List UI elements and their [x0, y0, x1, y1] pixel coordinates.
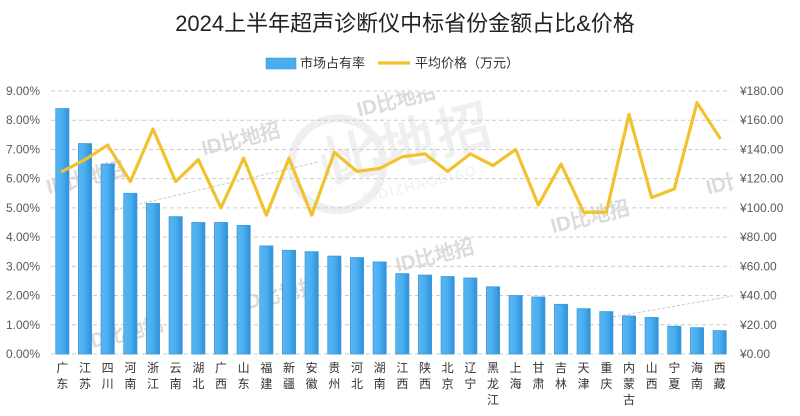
svg-text:浙: 浙 [147, 361, 159, 375]
svg-text:市场占有率: 市场占有率 [300, 56, 365, 71]
svg-text:辽: 辽 [464, 361, 476, 375]
svg-text:湖: 湖 [192, 360, 204, 375]
svg-text:¥180.00: ¥180.00 [739, 84, 784, 98]
svg-text:陕: 陕 [419, 360, 431, 375]
svg-text:肃: 肃 [532, 377, 544, 391]
svg-text:庆: 庆 [600, 377, 612, 391]
svg-text:北: 北 [442, 361, 454, 375]
svg-text:内: 内 [623, 361, 635, 375]
svg-text:0.00%: 0.00% [6, 347, 40, 361]
svg-text:建: 建 [260, 377, 272, 391]
svg-text:¥100.00: ¥100.00 [739, 201, 784, 215]
svg-text:¥80.00: ¥80.00 [739, 230, 777, 244]
svg-text:南: 南 [374, 376, 386, 391]
svg-text:1.00%: 1.00% [6, 318, 40, 332]
svg-text:2024上半年超声诊断仪中标省份金额占比&价格: 2024上半年超声诊断仪中标省份金额占比&价格 [175, 11, 635, 36]
svg-text:山: 山 [646, 361, 658, 375]
svg-text:7.00%: 7.00% [6, 142, 40, 156]
svg-text:海: 海 [510, 376, 522, 391]
svg-text:新: 新 [283, 360, 295, 375]
svg-text:甘: 甘 [532, 361, 544, 375]
svg-text:西: 西 [419, 377, 431, 391]
svg-text:2.00%: 2.00% [6, 289, 40, 303]
svg-text:林: 林 [555, 377, 567, 391]
svg-text:安: 安 [306, 360, 318, 375]
svg-text:广: 广 [56, 361, 68, 375]
svg-text:8.00%: 8.00% [6, 113, 40, 127]
svg-text:西: 西 [646, 377, 658, 391]
svg-text:5.00%: 5.00% [6, 201, 40, 215]
svg-text:东: 东 [238, 377, 250, 391]
svg-text:徽: 徽 [306, 376, 318, 391]
svg-text:¥120.00: ¥120.00 [739, 172, 784, 186]
svg-text:¥40.00: ¥40.00 [739, 289, 777, 303]
svg-text:河: 河 [124, 361, 136, 375]
svg-text:江: 江 [487, 393, 499, 407]
svg-text:川: 川 [102, 377, 114, 391]
svg-text:4.00%: 4.00% [6, 230, 40, 244]
svg-text:江: 江 [147, 377, 159, 391]
svg-text:黑: 黑 [487, 361, 499, 375]
svg-text:3.00%: 3.00% [6, 259, 40, 273]
svg-text:苏: 苏 [79, 377, 91, 391]
svg-text:福: 福 [260, 360, 272, 375]
svg-text:9.00%: 9.00% [6, 84, 40, 98]
svg-text:藏: 藏 [714, 377, 726, 391]
svg-text:¥20.00: ¥20.00 [739, 318, 777, 332]
svg-text:西: 西 [396, 377, 408, 391]
svg-text:6.00%: 6.00% [6, 172, 40, 186]
svg-text:吉: 吉 [555, 361, 567, 375]
svg-text:宁: 宁 [464, 376, 476, 391]
svg-text:上: 上 [510, 361, 522, 375]
svg-text:东: 东 [56, 377, 68, 391]
svg-text:夏: 夏 [668, 377, 680, 391]
svg-text:津: 津 [578, 377, 590, 391]
svg-text:南: 南 [691, 376, 703, 391]
svg-text:湖: 湖 [374, 360, 386, 375]
svg-text:江: 江 [79, 361, 91, 375]
svg-text:¥0.00: ¥0.00 [739, 347, 770, 361]
svg-text:山: 山 [238, 361, 250, 375]
svg-text:海: 海 [691, 360, 703, 375]
svg-text:天: 天 [578, 361, 590, 375]
svg-text:¥160.00: ¥160.00 [739, 113, 784, 127]
svg-text:南: 南 [170, 376, 182, 391]
svg-text:西: 西 [215, 377, 227, 391]
svg-text:北: 北 [351, 377, 363, 391]
svg-text:广: 广 [215, 361, 227, 375]
svg-text:¥140.00: ¥140.00 [739, 142, 784, 156]
svg-text:江: 江 [396, 361, 408, 375]
svg-text:疆: 疆 [283, 377, 295, 391]
svg-text:京: 京 [442, 377, 454, 391]
svg-text:河: 河 [351, 361, 363, 375]
svg-text:北: 北 [192, 377, 204, 391]
svg-text:南: 南 [124, 376, 136, 391]
svg-text:四: 四 [102, 361, 114, 375]
svg-text:龙: 龙 [487, 377, 499, 391]
svg-text:州: 州 [328, 377, 340, 391]
svg-text:¥60.00: ¥60.00 [739, 259, 777, 273]
svg-text:平均价格（万元）: 平均价格（万元） [415, 56, 519, 71]
svg-text:云: 云 [170, 361, 182, 375]
svg-text:西: 西 [714, 361, 726, 375]
svg-text:重: 重 [600, 361, 612, 375]
svg-text:贵: 贵 [328, 361, 340, 375]
svg-text:蒙: 蒙 [623, 377, 635, 391]
svg-text:宁: 宁 [668, 360, 680, 375]
svg-text:古: 古 [623, 392, 635, 407]
